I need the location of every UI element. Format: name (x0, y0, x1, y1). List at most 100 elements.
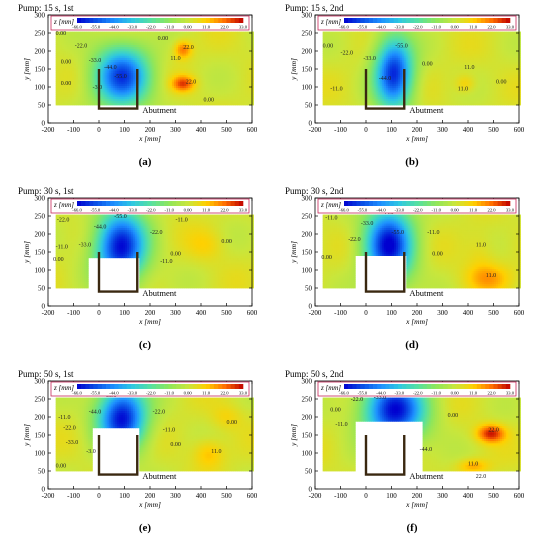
y-tick-label: 100 (35, 267, 46, 275)
contour-label: -44.0 (379, 76, 392, 82)
x-tick-label: 0 (97, 492, 101, 500)
panel-letter: (a) (139, 156, 152, 168)
colorbar-tick-label: -33.0 (128, 391, 138, 396)
x-tick-label: 100 (386, 492, 397, 500)
contour-label: 0.00 (422, 61, 433, 67)
abutment-outline: Abutment (364, 252, 444, 298)
contour-label: 0.00 (321, 255, 332, 261)
y-tick-label: 300 (302, 12, 313, 20)
contour-label: -3.0 (93, 85, 103, 91)
contour-label: -33.0 (89, 58, 102, 64)
colorbar: z [mm]-66.0 -55.0 -44.0 -33.0 -22.0 -11.0 0.00… (317, 381, 517, 397)
contour-label: -22.0 (153, 409, 166, 415)
contour-label: 11.0 (458, 87, 468, 93)
colorbar: z [mm]-66.0 -55.0 -44.0 -33.0 -22.0 -11.0 0.00… (317, 15, 517, 31)
abutment-outline: Abutment (97, 69, 177, 115)
colorbar: z [mm]-66.0 -55.0 -44.0 -33.0 -22.0 -11.0 0.00… (50, 198, 250, 214)
contour-label: -22.0 (150, 230, 163, 236)
contour-label: 22.0 (186, 79, 197, 85)
heatmap-field (55, 214, 254, 289)
x-tick-label: 200 (145, 492, 156, 500)
colorbar-tick-label: 0.00 (184, 391, 193, 396)
colorbar-tick-label: 0.00 (184, 208, 193, 213)
colorbar-tick-label: 22.0 (488, 25, 497, 30)
panel-letter: (c) (139, 339, 152, 351)
x-tick-label: 200 (412, 492, 423, 500)
colorbar-tick-label: -22.0 (413, 25, 423, 30)
y-tick-label: 50 (38, 285, 46, 293)
panel-b: Pump: 15 s, 2nd Abutment -22.0 -11.0 0.00 -33… (285, 3, 525, 168)
colorbar-tick-label: -22.0 (146, 25, 156, 30)
colorbar-tick-label: 11.0 (469, 25, 478, 30)
panel-c: Pump: 30 s, 1stAbutment-22.0-11.00.00-33… (18, 186, 258, 351)
x-tick-label: 300 (170, 126, 181, 134)
y-tick-label: 50 (38, 102, 46, 110)
contour-label: 0.00 (170, 442, 181, 448)
x-tick-label: 500 (488, 492, 499, 500)
contour-label: 0.00 (227, 420, 238, 426)
panel-letter: (d) (405, 339, 419, 351)
y-axis-label: y [mm] (289, 424, 298, 447)
colorbar-tick-label: 22.0 (221, 208, 230, 213)
contour-label: -22.0 (75, 43, 88, 49)
y-tick-label: 250 (35, 213, 46, 221)
y-tick-label: 100 (302, 450, 313, 458)
x-tick-label: -200 (42, 309, 55, 317)
contour-label: 11.0 (211, 449, 221, 455)
contour-label: -44.0 (94, 225, 107, 231)
contour-label: 11.0 (468, 462, 478, 468)
x-axis-label: x [mm] (138, 500, 161, 509)
colorbar-tick-label: 0.00 (451, 25, 460, 30)
colorbar-tick-label: 33.0 (239, 208, 248, 213)
colorbar-label: z [mm] (320, 384, 341, 392)
contour-label: 0.00 (496, 79, 507, 85)
y-tick-label: 250 (302, 396, 313, 404)
x-tick-label: 0 (97, 126, 101, 134)
contour-label: -22.0 (348, 237, 361, 243)
colorbar-tick-label: -33.0 (395, 25, 405, 30)
y-tick-label: 250 (302, 30, 313, 38)
heatmap-field (322, 31, 521, 106)
x-tick-label: 600 (514, 492, 525, 500)
colorbar-tick-label: 11.0 (469, 391, 478, 396)
x-tick-label: -200 (42, 492, 55, 500)
contour-labels: -22.0 -11.0 0.00 -33.0 -44.0 -55.0 0.00 11.0 11.… (323, 43, 507, 92)
x-tick-label: 400 (463, 309, 474, 317)
y-tick-label: 0 (42, 303, 46, 311)
y-tick-label: 200 (35, 231, 46, 239)
contour-label: -33.0 (361, 221, 374, 227)
x-tick-label: -200 (309, 309, 322, 317)
x-tick-label: 0 (364, 492, 368, 500)
x-tick-label: 100 (119, 126, 130, 134)
y-axis-label: y [mm] (289, 241, 298, 264)
contour-labels: 0.00 0.00 0.00 -22.0 -33.0-44.0 -55.0 -3.0 0.00… (56, 31, 214, 104)
panel-title: Pump: 15 s, 2nd (285, 3, 344, 13)
contour-label: 0.00 (56, 463, 67, 469)
x-tick-label: 400 (463, 126, 474, 134)
abutment-wall (97, 435, 139, 476)
colorbar-tick-label: -66.0 (339, 208, 349, 213)
y-tick-label: 0 (309, 303, 313, 311)
colorbar-tick-label: -22.0 (413, 391, 423, 396)
colorbar-tick-label: -55.0 (91, 25, 101, 30)
y-tick-label: 100 (35, 450, 46, 458)
abutment-outline: Abutment (97, 435, 177, 481)
colorbar-tick-label: -44.0 (109, 391, 119, 396)
y-tick-label: 50 (305, 468, 313, 476)
y-tick-label: 0 (309, 486, 313, 494)
x-tick-label: 100 (119, 309, 130, 317)
x-tick-label: 300 (437, 126, 448, 134)
colorbar: z [mm]-66.0 -55.0 -44.0 -33.0 -22.0 -11.0 0.00… (50, 381, 250, 397)
panel-title: Pump: 50 s, 2nd (285, 369, 344, 379)
contour-label: 22.0 (488, 427, 499, 433)
x-tick-label: -100 (334, 309, 347, 317)
contour-label: -11.0 (56, 244, 68, 250)
contour-label: 0.00 (221, 239, 232, 245)
contour-label: 0.00 (170, 252, 181, 258)
colorbar-tick-label: -22.0 (146, 391, 156, 396)
y-tick-label: 200 (302, 414, 313, 422)
x-axis-label: x [mm] (405, 317, 428, 326)
panel-a: Pump: 15 s, 1st Abutment 0.00 0.00 0.00 -22.0… (18, 3, 258, 168)
x-axis-label: x [mm] (405, 500, 428, 509)
contour-labels: 0.00 -11.0 -22.0 -33.0 -44.0 0.00 22.0 11.0 22.0 (330, 395, 499, 480)
